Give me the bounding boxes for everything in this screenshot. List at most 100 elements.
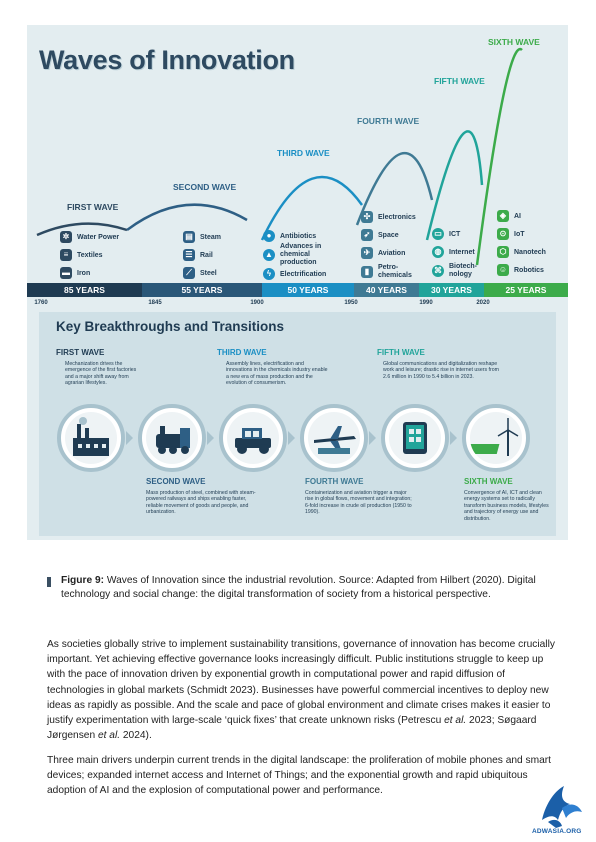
list-item: ≡ Textiles — [60, 246, 119, 264]
sixth-wave-description: Convergence of AI, ICT and clean energy … — [464, 490, 549, 522]
list-item: ⬡ Nanotech — [497, 243, 546, 261]
waves-infographic: Waves of Innovation FIRST WAVE SECOND WA… — [27, 25, 568, 540]
first-wave-label: FIRST WAVE — [67, 202, 119, 212]
adwasia-logo — [542, 786, 582, 828]
timeline-year: 1950 — [344, 300, 358, 306]
list-item: ⟋ Steel — [183, 264, 221, 282]
list-item: ⌘ Biotech-nology — [432, 263, 477, 278]
timeline-year: 1900 — [250, 300, 264, 306]
vintage-car-icon — [235, 428, 271, 454]
fourth-wave-items: ✣ Electronics ➶ Space ✈ Aviation ▮ Petro-che… — [361, 208, 416, 282]
second-wave-label: SECOND WAVE — [173, 182, 237, 192]
chevron-right-icon — [288, 431, 295, 445]
wind-turbine-illustration — [462, 404, 530, 472]
globe-icon: ◍ — [432, 246, 444, 258]
list-item: ϟ Electrification — [263, 265, 343, 283]
wind-turbine-icon — [470, 418, 519, 456]
list-item: ➶ Space — [361, 226, 416, 244]
list-item: ✲ Water Power — [60, 228, 119, 246]
textile-spool-icon: ≡ — [60, 249, 72, 261]
list-item: ▲ Advances in chemical production — [263, 243, 343, 266]
rocket-icon: ➶ — [361, 229, 373, 241]
locomotive-illustration — [138, 404, 206, 472]
fifth-wave-curve — [425, 130, 484, 241]
first-wave-items: ✲ Water Power ≡ Textiles ▬ Iron — [60, 228, 119, 282]
list-item: ▮ Petro-chemicals — [361, 262, 412, 282]
list-item: ▬ Iron — [60, 267, 91, 279]
third-wave-curve — [260, 175, 364, 241]
caption-marker — [47, 577, 51, 587]
steel-beam-icon: ⟋ — [183, 267, 195, 279]
fifth-wave-label: FIFTH WAVE — [434, 76, 485, 86]
airplane-icon: ✈ — [361, 247, 373, 259]
third-wave-heading: THIRD WAVE — [217, 348, 267, 357]
iot-icon: ⊙ — [497, 228, 509, 240]
fourth-wave-description: Containerization and aviation trigger a … — [305, 490, 412, 516]
airplane-icon — [314, 426, 356, 454]
chevron-right-icon — [207, 431, 214, 445]
timeline-segment-sixth: 25 YEARS — [484, 283, 568, 297]
factory-icon — [73, 417, 109, 456]
airplane-illustration — [300, 404, 368, 472]
timeline-segment-first: 85 YEARS — [27, 283, 142, 297]
chevron-right-icon — [126, 431, 133, 445]
fifth-wave-description: Global communications and digitalization… — [383, 361, 499, 380]
logo-text: ADWASIA.ORG — [532, 828, 582, 835]
sixth-wave-curve — [475, 47, 523, 266]
list-item: ☺ Robotics — [497, 264, 544, 276]
body-paragraph: As societies globally strive to implemen… — [47, 639, 555, 742]
timeline-year: 2020 — [476, 300, 490, 306]
sixth-wave-label: SIXTH WAVE — [488, 37, 540, 47]
fifth-wave-items: ▭ ICT ◍ Internet ⌘ Biotech-nology — [432, 225, 486, 281]
second-wave-items: ▤ Steam ☰ Rail ⟋ Steel — [183, 228, 221, 282]
chevron-right-icon — [369, 431, 376, 445]
timeline-segment-second: 55 YEARS — [142, 283, 262, 297]
second-wave-description: Mass production of steel, combined with … — [146, 490, 256, 516]
sixth-wave-heading: SIXTH WAVE — [464, 477, 513, 486]
timeline-segment-third: 50 YEARS — [262, 283, 354, 297]
figure-caption: Figure 9: Waves of Innovation since the … — [47, 574, 557, 602]
first-wave-curve — [36, 222, 128, 237]
list-item: ⊙ IoT — [497, 225, 546, 243]
rail-icon: ☰ — [183, 249, 195, 261]
pill-icon: ● — [263, 230, 275, 242]
circuit-icon: ✣ — [361, 211, 373, 223]
body-paragraph: Three main drivers underpin current tren… — [47, 755, 551, 797]
lightning-icon: ϟ — [263, 268, 275, 280]
timeline-year: 1845 — [148, 300, 162, 306]
list-item: ● Antibiotics — [263, 227, 343, 245]
dna-icon: ⌘ — [432, 265, 444, 277]
fifth-wave-heading: FIFTH WAVE — [377, 348, 425, 357]
tablet-icon — [403, 422, 427, 454]
timeline-segment-fourth: 40 YEARS — [354, 283, 419, 297]
caption-text: Waves of Innovation since the industrial… — [61, 575, 536, 600]
third-wave-items: ● Antibiotics ▲ Advances in chemical produ… — [263, 227, 343, 283]
list-item: ☰ Rail — [183, 246, 221, 264]
breakthroughs-title: Key Breakthroughs and Transitions — [56, 319, 285, 334]
oil-icon: ▮ — [361, 266, 373, 278]
second-wave-heading: SECOND WAVE — [146, 477, 206, 486]
water-wheel-icon: ✲ — [60, 231, 72, 243]
factory-illustration — [57, 404, 125, 472]
iron-anvil-icon: ▬ — [60, 267, 72, 279]
computer-icon: ▭ — [432, 228, 444, 240]
breakthroughs-panel: Key Breakthroughs and Transitions FIRST … — [39, 312, 556, 536]
robot-icon: ☺ — [497, 264, 509, 276]
timeline-year: 1760 — [34, 300, 48, 306]
fourth-wave-heading: FOURTH WAVE — [305, 477, 364, 486]
third-wave-description: Assembly lines, electrification and inno… — [226, 361, 328, 387]
list-item: ✣ Electronics — [361, 208, 416, 226]
first-wave-heading: FIRST WAVE — [56, 348, 105, 357]
first-wave-description: Mechanization drives the emergence of th… — [65, 361, 137, 387]
list-item: ◍ Internet — [432, 243, 486, 261]
sixth-wave-items: ◈ AI ⊙ IoT ⬡ Nanotech ☺ Robotics — [497, 207, 546, 279]
timeline-segment-fifth: 30 YEARS — [419, 283, 484, 297]
infographic-title: Waves of Innovation — [39, 45, 295, 75]
second-wave-curve — [126, 203, 248, 232]
flask-icon: ▲ — [263, 249, 275, 261]
third-wave-label: THIRD WAVE — [277, 148, 330, 158]
locomotive-icon — [156, 426, 190, 454]
chevron-right-icon — [450, 431, 457, 445]
fourth-wave-label: FOURTH WAVE — [357, 116, 420, 126]
list-item: ▤ Steam — [183, 228, 221, 246]
